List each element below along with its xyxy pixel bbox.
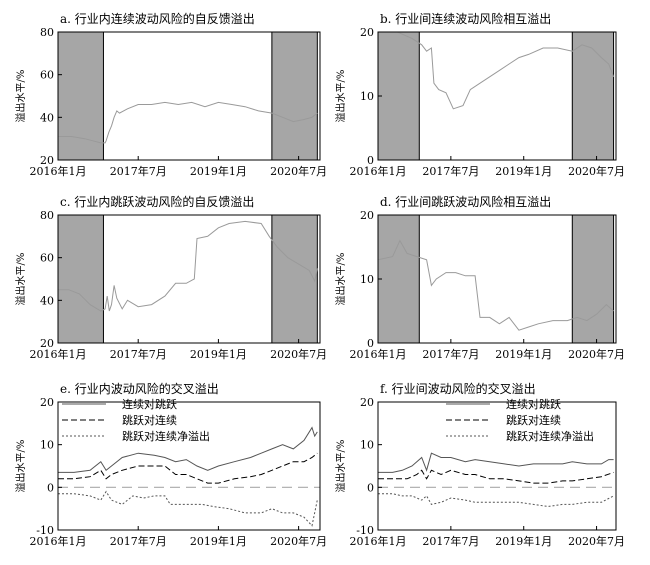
shaded-period [57,31,104,161]
legend-label: 连续对跳跃 [122,397,177,411]
series-line [378,452,614,473]
x-tick-label: 2020年7月 [568,534,625,548]
x-tick-label: 2020年7月 [270,347,327,361]
series-line [58,490,318,527]
y-tick-label: 20 [40,154,54,167]
y-tick-label: 10 [360,273,374,286]
x-tick-label: 2019年1月 [190,347,247,361]
y-tick-label: 20 [40,337,54,350]
x-tick-label: 2016年1月 [350,164,407,178]
x-tick-label: 2020年7月 [270,164,327,178]
shaded-period [377,31,420,161]
plot-frame [57,214,321,344]
y-tick-label: 20 [360,26,374,39]
panel-title: a. 行业内连续波动风险的自反馈溢出 [60,11,255,26]
series-line [58,452,318,484]
y-axis-label: 溢出水平/% [14,440,27,493]
panel-b: b. 行业间连续波动风险相互溢出 0 10 20 2016年1月 2017年7月 2019年… [334,11,625,178]
panel-a: a. 行业内连续波动风险的自反馈溢出 20 40 60 80 2016年1月 2017年7月… [14,11,327,178]
legend-label: 跳跃对连续净溢出 [506,429,594,443]
panel-title: f. 行业间波动风险的交叉溢出 [380,381,536,396]
x-tick-label: 2019年1月 [190,164,247,178]
series-line [378,31,615,110]
x-tick-label: 2016年1月 [30,164,87,178]
shaded-period [271,31,318,161]
y-tick-label: -10 [356,524,374,537]
x-tick-label: 2017年7月 [110,164,167,178]
x-tick-label: 2017年7月 [110,347,167,361]
legend-label: 跳跃对连续 [122,413,177,427]
y-tick-label: 10 [360,439,374,452]
y-axis-label: 溢出水平/% [334,253,347,306]
x-tick-label: 2019年1月 [495,164,552,178]
shaded-period [377,214,420,344]
x-tick-label: 2016年1月 [350,347,407,361]
panel-title: b. 行业间连续波动风险相互溢出 [380,11,551,26]
shaded-period [571,214,615,344]
legend-label: 跳跃对连续净溢出 [122,429,210,443]
y-tick-label: 0 [367,337,374,350]
y-axis-label: 溢出水平/% [334,70,347,123]
y-tick-label: 0 [367,154,374,167]
legend-label: 连续对跳跃 [506,397,561,411]
y-tick-label: 10 [40,439,54,452]
panel-title: e. 行业内波动风险的交叉溢出 [60,381,219,396]
plot-frame [377,401,617,531]
shaded-period [571,31,615,161]
y-tick-label: -10 [36,524,54,537]
series-line [378,493,614,508]
x-tick-label: 2017年7月 [422,164,479,178]
y-tick-label: 80 [40,209,54,222]
y-tick-label: 60 [40,69,54,82]
series-line [378,469,614,484]
x-tick-label: 2016年1月 [30,534,87,548]
y-tick-label: 40 [40,294,54,307]
series-line [58,101,318,144]
x-tick-label: 2016年1月 [350,534,407,548]
x-tick-label: 2020年7月 [568,164,625,178]
panel-title: c. 行业内跳跃波动风险的自反馈溢出 [60,194,254,209]
series-line [58,426,318,473]
y-tick-label: 0 [47,481,54,494]
y-axis-label: 溢出水平/% [14,70,27,123]
panel-f: f. 行业间波动风险的交叉溢出 -10 0 10 20 2016年1月 2017年7月 201… [334,381,625,548]
plot-frame [57,401,321,531]
plot-frame [57,31,321,161]
legend-label: 跳跃对连续 [506,413,561,427]
shaded-period [57,214,104,344]
x-tick-label: 2019年1月 [190,534,247,548]
y-tick-label: 80 [40,26,54,39]
x-tick-label: 2017年7月 [422,347,479,361]
shaded-period [271,214,318,344]
y-tick-label: 60 [40,252,54,265]
x-tick-label: 2017年7月 [110,534,167,548]
series-line [58,220,318,312]
y-tick-label: 20 [40,396,54,409]
x-tick-label: 2019年1月 [495,347,552,361]
x-tick-label: 2020年7月 [270,534,327,548]
x-tick-label: 2020年7月 [568,347,625,361]
panel-e: e. 行业内波动风险的交叉溢出 -10 0 10 20 2016年1月 2017年7月 201… [14,381,327,548]
y-tick-label: 10 [360,90,374,103]
y-tick-label: 0 [367,481,374,494]
panel-title: d. 行业间跳跃波动风险相互溢出 [380,194,551,209]
y-axis-label: 溢出水平/% [14,253,27,306]
x-tick-label: 2019年1月 [495,534,552,548]
panel-d: d. 行业间跳跃波动风险相互溢出 0 10 20 2016年1月 2017年7月 2019年… [334,194,625,361]
x-tick-label: 2017年7月 [422,534,479,548]
y-axis-label: 溢出水平/% [334,440,347,493]
x-tick-label: 2016年1月 [30,347,87,361]
y-tick-label: 40 [40,111,54,124]
y-tick-label: 20 [360,209,374,222]
y-tick-label: 20 [360,396,374,409]
series-line [377,239,614,331]
panel-c: c. 行业内跳跃波动风险的自反馈溢出 20 40 60 80 2016年1月 2017年7月… [14,194,327,361]
